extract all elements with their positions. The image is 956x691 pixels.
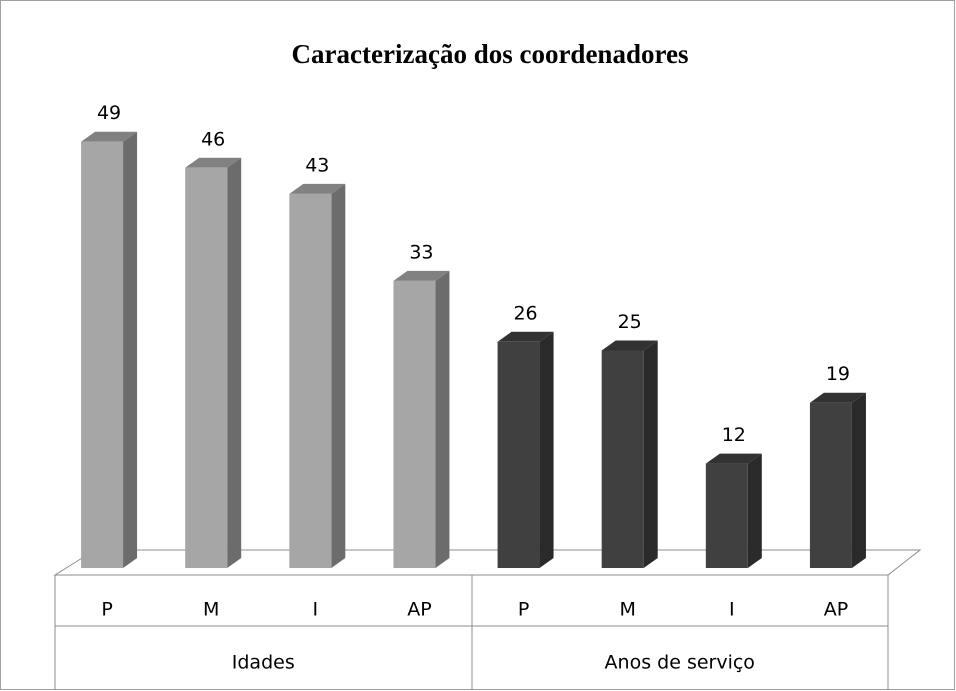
bar (185, 167, 228, 569)
bar (393, 280, 436, 568)
bar-side (227, 157, 242, 569)
bar-top (497, 331, 554, 342)
bar-side (643, 340, 658, 568)
x-tick-label: M (619, 599, 635, 621)
bar-side (539, 331, 554, 568)
x-tick-label: I (313, 599, 319, 621)
data-label: 12 (722, 424, 746, 446)
bar (81, 141, 124, 568)
bar-top (809, 392, 866, 403)
bar-top (81, 131, 138, 142)
data-label: 49 (97, 102, 121, 124)
bar-top (601, 340, 658, 351)
data-label: 33 (409, 241, 433, 263)
x-tick-label: AP (824, 599, 848, 621)
x-tick-label: M (203, 599, 219, 621)
data-label: 19 (826, 363, 850, 385)
bar-side (331, 183, 346, 568)
bar-side (747, 453, 762, 568)
group-label: Idades (232, 652, 295, 674)
bar (601, 350, 644, 568)
bar-top (705, 453, 762, 464)
bar-side (435, 270, 450, 568)
bar (809, 402, 852, 568)
bar-top (289, 183, 346, 194)
bar (705, 463, 748, 568)
data-label: 26 (513, 302, 537, 324)
group-label: Anos de serviço (605, 652, 755, 674)
bar-side (123, 131, 138, 568)
chart-title: Caracterização dos coordenadores (292, 39, 689, 69)
x-tick-label: P (101, 599, 112, 621)
x-tick-label: P (518, 599, 529, 621)
data-label: 46 (201, 128, 225, 150)
floor (53, 549, 922, 576)
data-label: 25 (618, 311, 642, 333)
bar-top (393, 270, 450, 281)
x-tick-label: AP (407, 599, 431, 621)
bar (289, 193, 332, 568)
data-label: 43 (305, 154, 329, 176)
x-tick-label: I (729, 599, 735, 621)
bar-top (185, 157, 242, 168)
bar-side (851, 392, 866, 568)
bar (497, 341, 540, 568)
